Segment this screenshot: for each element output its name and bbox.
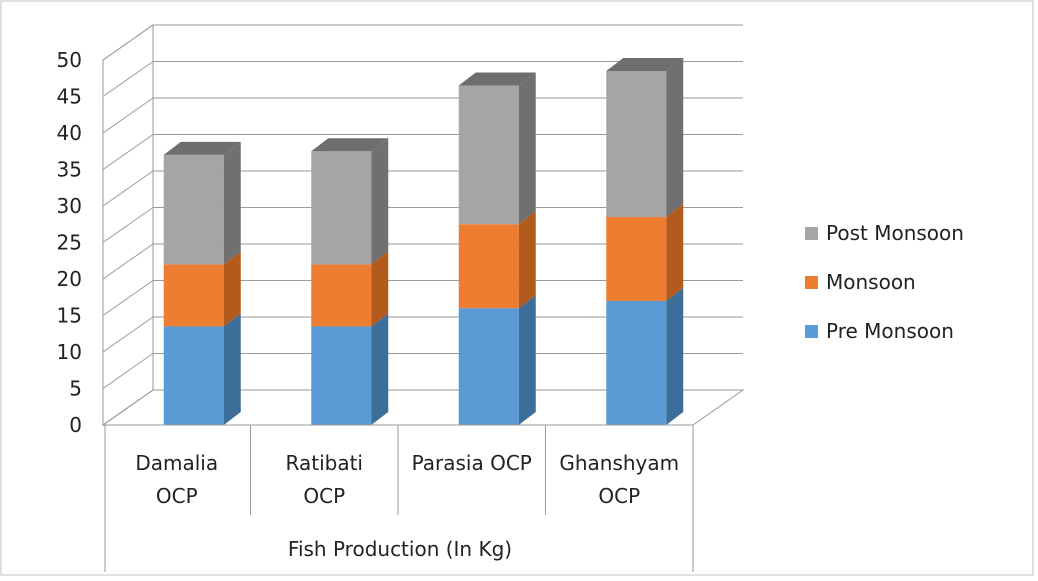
- bar-side: [371, 251, 389, 327]
- y-tick-label: 25: [57, 231, 82, 255]
- bar-top: [311, 138, 389, 152]
- legend-swatch: [805, 325, 818, 338]
- bar-front: [163, 326, 224, 425]
- bar-side: [666, 287, 684, 425]
- gridline-diagonal: [102, 134, 154, 170]
- bar-front: [311, 264, 372, 327]
- legend-label: Monsoon: [826, 270, 916, 294]
- bar-front: [163, 154, 224, 265]
- y-tick-label: 30: [57, 194, 82, 218]
- bar-side: [518, 72, 536, 225]
- bar-segment: [458, 72, 536, 225]
- category-label: Parasia OCP: [412, 451, 532, 475]
- legend-item: Pre Monsoon: [805, 319, 954, 343]
- y-tick-label: 20: [57, 267, 82, 291]
- y-tick-label: 10: [57, 340, 82, 364]
- legend-item: Monsoon: [805, 270, 916, 294]
- bar-front: [458, 308, 519, 425]
- bar-side: [666, 203, 684, 301]
- bar-top: [606, 57, 684, 71]
- gridline-diagonal: [102, 389, 154, 426]
- bar-side: [223, 313, 241, 425]
- bar-side: [371, 313, 389, 425]
- bar-side: [223, 141, 241, 265]
- gridline-diagonal: [102, 353, 154, 389]
- gridline-diagonal: [102, 170, 154, 207]
- legend-swatch: [805, 276, 818, 289]
- gridline-diagonal: [102, 243, 154, 280]
- bar-top: [163, 141, 241, 155]
- legend-label: Pre Monsoon: [826, 319, 954, 343]
- bar-front: [458, 85, 519, 225]
- legend-label: Post Monsoon: [826, 221, 964, 245]
- y-tick-label: 45: [57, 85, 82, 109]
- bars: [163, 57, 684, 425]
- bar-front: [311, 151, 372, 265]
- bar-segment: [163, 251, 241, 327]
- category-label: Ghanshyam: [559, 451, 679, 475]
- y-tick-label: 5: [69, 377, 82, 401]
- x-axis-label: Fish Production (In Kg): [288, 537, 512, 561]
- bar-segment: [458, 295, 536, 425]
- gridline-diagonal: [102, 280, 154, 316]
- gridline-diagonal: [102, 316, 154, 353]
- bar-side: [518, 295, 536, 425]
- bar-segment: [311, 251, 389, 327]
- bar-segment: [606, 203, 684, 301]
- y-tick-label: 40: [57, 121, 82, 145]
- bar-segment: [311, 138, 389, 265]
- bar-front: [606, 300, 667, 425]
- bar-segment: [163, 141, 241, 265]
- y-axis-tick-labels: 0 5 10 15 20 25 30 35 40 45 50: [57, 48, 82, 437]
- legend-item: Post Monsoon: [805, 221, 964, 245]
- bar-front: [606, 70, 667, 217]
- category-label: OCP: [303, 484, 345, 508]
- gridline-diagonal: [102, 97, 154, 134]
- category-axis: Damalia OCP Ratibati OCP Parasia OCP Ghanshya…: [103, 424, 694, 572]
- bar-side: [666, 57, 684, 217]
- bar-segment: [311, 313, 389, 425]
- category-label: Damalia: [135, 451, 218, 475]
- bar-front: [311, 326, 372, 425]
- bar-front: [163, 264, 224, 327]
- bar-side: [518, 211, 536, 309]
- y-tick-label: 50: [57, 48, 82, 72]
- legend: Post Monsoon Monsoon Pre Monsoon: [805, 221, 964, 343]
- category-label: OCP: [156, 484, 198, 508]
- bar-segment: [606, 287, 684, 425]
- bar-front: [458, 224, 519, 309]
- bar-segment: [163, 313, 241, 425]
- gridline-diagonal: [102, 61, 154, 97]
- category-label: OCP: [598, 484, 640, 508]
- bar-segment: [458, 211, 536, 309]
- legend-swatch: [805, 227, 818, 240]
- y-tick-label: 0: [69, 413, 82, 437]
- bar-side: [371, 138, 389, 265]
- y-tick-label: 35: [57, 158, 82, 182]
- bar-front: [606, 216, 667, 301]
- gridline-diagonal: [102, 207, 154, 243]
- bar-segment: [606, 57, 684, 217]
- bar-top: [458, 72, 536, 86]
- bar-side: [223, 251, 241, 327]
- y-tick-label: 15: [57, 304, 82, 328]
- gridline-diagonal: [102, 24, 154, 61]
- category-label: Ratibati: [286, 451, 363, 475]
